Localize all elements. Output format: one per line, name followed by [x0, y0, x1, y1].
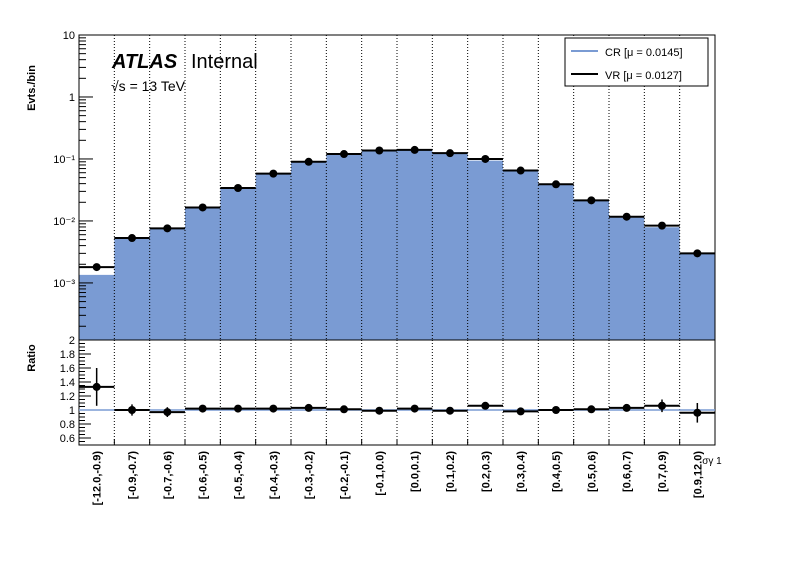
- ratio-data-point: [234, 404, 242, 413]
- x-category-label: [0.2,0.3): [480, 451, 492, 492]
- x-category-label: [-0.2,-0.1): [339, 451, 351, 500]
- energy-label: √s = 13 TeV: [111, 78, 186, 94]
- x-category-label: [0.1,0.2): [445, 451, 457, 492]
- ratio-y-tick-label: 1: [69, 405, 75, 417]
- ratio-y-tick-label: 1.8: [60, 349, 75, 361]
- ratio-y-tick-label: 1.6: [60, 363, 75, 375]
- vr-data-point: [410, 145, 419, 154]
- vr-data-point: [622, 212, 631, 221]
- main-y-tick-label: 10⁻²: [53, 216, 75, 228]
- ratio-panel: 2 1.8 1.6 1.4 1.2 1 0.8 0.6 [-12.0,-0.9) [-0.9,-0…: [60, 335, 716, 506]
- legend-vr-label: VR [μ = 0.0127]: [605, 70, 682, 82]
- x-category-label: [0.9,12.0): [692, 451, 704, 498]
- x-category-label: [-0.3,-0.2): [304, 451, 316, 500]
- ratio-y-tick-label: 0.8: [60, 419, 75, 431]
- atlas-status-label: Internal: [191, 51, 258, 73]
- x-category-label: [-0.7,-0.6): [162, 451, 174, 500]
- vr-data-point: [587, 196, 596, 205]
- ratio-data-point: [587, 405, 596, 414]
- vr-data-point: [481, 154, 490, 163]
- ratio-y-tick-label: 1.2: [60, 391, 75, 403]
- ratio-data-point: [552, 406, 560, 414]
- main-y-axis-label: Evts./bin: [26, 65, 38, 111]
- x-category-label: [-0.4,-0.3): [268, 451, 280, 500]
- vr-data-point: [552, 180, 560, 189]
- ratio-data-point: [304, 403, 313, 412]
- vr-data-point: [693, 249, 702, 258]
- vr-data-point: [92, 263, 101, 272]
- vr-data-point: [163, 224, 172, 233]
- main-y-tick-label: 1: [69, 92, 75, 104]
- ratio-data-point: [375, 406, 384, 415]
- vr-data-point: [375, 146, 384, 155]
- vr-data-point: [658, 221, 666, 230]
- vr-data-point: [269, 169, 278, 178]
- main-y-tick-label: 10: [63, 30, 75, 42]
- x-category-label: [0.4,0.5): [551, 451, 563, 492]
- ratio-y-axis-label: Ratio: [26, 344, 38, 372]
- main-y-tick-label: 10⁻³: [53, 278, 75, 290]
- x-category-label: [0.5,0.6): [586, 451, 598, 492]
- x-category-label: [-0.1,0.0): [374, 451, 386, 496]
- ratio-data-point: [128, 406, 136, 414]
- ratio-data-point: [622, 403, 631, 412]
- x-category-label: [0.7,0.9): [657, 451, 669, 492]
- x-category-label: [0.3,0.4): [516, 451, 528, 492]
- x-category-label: [-0.5,-0.4): [233, 451, 245, 500]
- x-category-label: [-0.6,-0.5): [198, 451, 210, 500]
- vr-data-point: [304, 157, 313, 166]
- x-category-label: [0.6,0.7): [622, 451, 634, 492]
- ratio-data-point: [693, 408, 702, 417]
- ratio-y-tick-label: 2: [69, 335, 75, 347]
- vr-data-point: [128, 234, 136, 243]
- vr-data-point: [340, 150, 348, 159]
- ratio-y-tick-label: 0.6: [60, 433, 75, 445]
- legend-cr-label: CR [μ = 0.0145]: [605, 47, 683, 59]
- x-category-label: [-0.9,-0.7): [127, 451, 139, 500]
- main-panel: 10 1 10⁻¹ 10⁻² 10⁻³ CR [μ = 0.0145] VR [μ = 0.…: [53, 30, 716, 341]
- x-category-label: [-12.0,-0.9): [92, 451, 104, 506]
- ratio-y-tick-label: 1.4: [60, 377, 75, 389]
- ratio-x-axis-label: σγ 1: [702, 456, 722, 467]
- atlas-label: ATLAS: [111, 51, 178, 73]
- ratio-data-point: [481, 401, 490, 410]
- ratio-data-point: [269, 404, 278, 413]
- main-y-tick-label: 10⁻¹: [53, 154, 75, 166]
- legend-box: [564, 37, 709, 87]
- vr-data-point: [234, 184, 242, 193]
- ratio-data-point: [446, 406, 454, 415]
- ratio-data-point: [198, 404, 207, 413]
- vr-data-point: [446, 149, 454, 158]
- vr-data-point: [516, 166, 525, 175]
- x-category-label: [0.0,0.1): [410, 451, 422, 492]
- ratio-data-point: [410, 404, 419, 413]
- vr-data-point: [198, 203, 207, 212]
- ratio-data-point: [658, 401, 666, 410]
- ratio-data-point: [92, 382, 101, 391]
- ratio-data-point: [516, 407, 525, 416]
- ratio-data-point: [340, 405, 348, 414]
- ratio-data-point: [163, 408, 172, 417]
